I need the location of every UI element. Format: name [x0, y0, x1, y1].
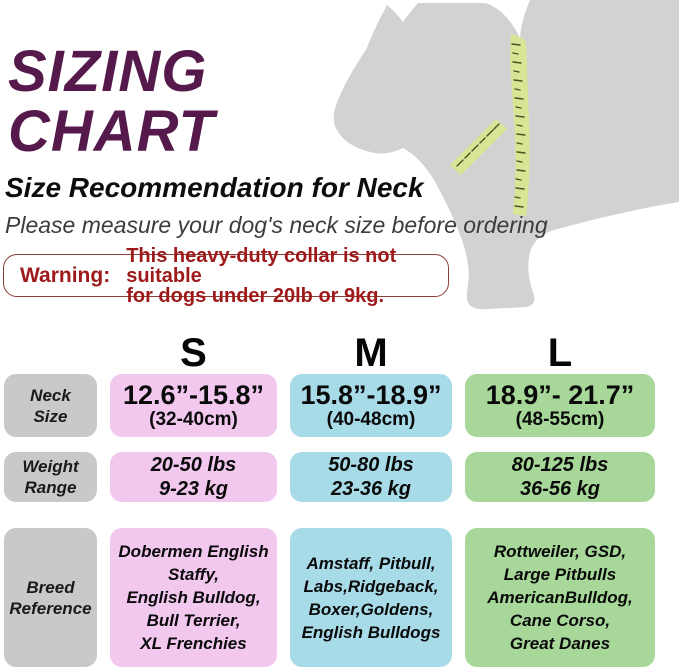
measuring-tape-angled-band — [450, 119, 507, 175]
neck-size-s-cm: (32-40cm) — [149, 409, 238, 430]
page-subtitle: Size Recommendation for Neck — [5, 172, 424, 203]
dog-silhouette — [333, 0, 679, 310]
warning-label: Warning: — [20, 263, 111, 287]
neck-size-cell-m: 15.8”-18.9” (40-48cm) — [290, 374, 452, 437]
neck-size-l-inches: 18.9”- 21.7” — [485, 380, 635, 410]
neck-size-m-inches: 15.8”-18.9” — [300, 380, 442, 410]
warning-box: Warning: This heavy-duty collar is not s… — [3, 246, 449, 306]
measuring-tape-ticks — [456, 43, 526, 208]
dog-illustration-svg — [333, 0, 679, 310]
column-header-m: M — [354, 331, 388, 375]
neck-size-row: Neck Size 12.6”-15.8” (32-40cm) 15.8”-18… — [4, 374, 655, 437]
breed-reference-cell-l: Rottweiler, GSD, Large Pitbulls American… — [465, 528, 655, 667]
breed-reference-cell-s: Dobermen English Staffy, English Bulldog… — [110, 528, 277, 667]
page-title: SIZING CHART — [8, 42, 215, 162]
measure-note: Please measure your dog's neck size befo… — [5, 212, 548, 238]
neck-size-m-cm: (40-48cm) — [326, 409, 416, 430]
weight-range-row: Weight Range 20-50 lbs 9-23 kg 50-80 lbs… — [4, 452, 655, 502]
size-table: S M L Neck Size 12.6”-15.8” (32-40cm) 15… — [4, 331, 655, 667]
dog-illustration — [330, 0, 679, 320]
neck-size-l-cm: (48-55cm) — [515, 409, 605, 430]
measuring-tape — [450, 34, 530, 216]
breed-reference-row-label: Breed Reference — [4, 528, 97, 667]
page-title-line2: CHART — [8, 99, 215, 164]
breed-reference-cell-m: Amstaff, Pitbull, Labs,Ridgeback, Boxer,… — [290, 528, 452, 667]
neck-size-cell-s: 12.6”-15.8” (32-40cm) — [110, 374, 277, 437]
warning-message: This heavy-duty collar is not suitable f… — [126, 244, 397, 307]
neck-size-cell-l: 18.9”- 21.7” (48-55cm) — [465, 374, 655, 437]
neck-size-s-inches: 12.6”-15.8” — [122, 380, 265, 410]
column-header-l: L — [547, 331, 573, 375]
column-header-s: S — [180, 331, 207, 375]
weight-range-row-label: Weight Range — [4, 452, 97, 502]
breed-reference-row: Breed Reference Dobermen English Staffy,… — [4, 528, 655, 667]
weight-range-cell-l: 80-125 lbs 36-56 kg — [465, 452, 655, 502]
weight-range-cell-s: 20-50 lbs 9-23 kg — [110, 452, 277, 502]
weight-range-cell-m: 50-80 lbs 23-36 kg — [290, 452, 452, 502]
size-header-row: S M L — [4, 331, 655, 374]
page-title-line1: SIZING — [8, 39, 208, 104]
neck-size-row-label: Neck Size — [4, 374, 97, 437]
